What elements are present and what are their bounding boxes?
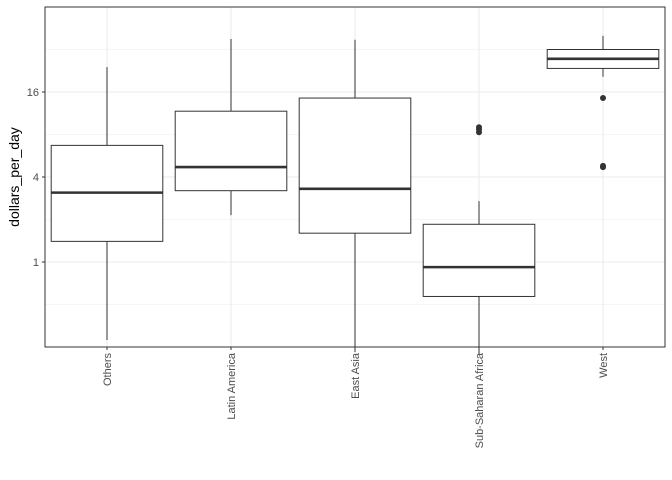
box-iqr [298,97,412,234]
x-tick-label: Others [102,353,114,387]
y-tick-label: 1 [33,257,39,269]
x-tick-label: Latin America [226,352,238,420]
outlier-point [600,162,606,169]
x-tick-label: East Asia [350,352,362,399]
x-tick-label: West [598,353,610,378]
box-west [546,35,660,171]
box-iqr [174,110,288,192]
box-others [50,67,164,341]
box-layer [50,35,660,355]
box-latin-america [174,38,288,216]
y-tick-label: 4 [33,172,39,184]
outlier-point [476,124,482,131]
tick-layer: 1 4 16 Others Latin America East Asia Sub-Saha… [27,87,610,448]
box-iqr [422,223,536,297]
box-sub-saharan-africa [422,124,536,355]
box-east-asia [298,39,412,353]
x-tick-label: Sub-Saharan Africa [474,352,486,448]
outlier-point [600,95,606,102]
y-tick-label: 16 [27,87,39,99]
y-axis-title: dollars_per_day [6,127,22,227]
